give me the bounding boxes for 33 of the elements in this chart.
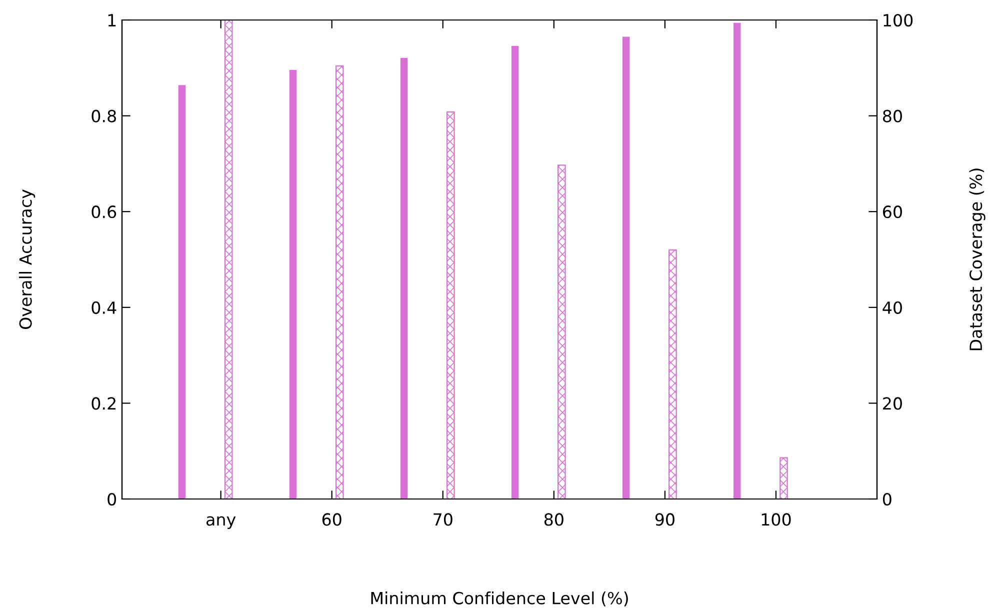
bar — [622, 36, 630, 499]
bar — [400, 58, 408, 499]
x-axis-title: Minimum Confidence Level (%) — [371, 592, 628, 606]
y2-tick-label: 80 — [882, 110, 902, 122]
x-tick-label: 100 — [762, 513, 791, 526]
bar — [289, 70, 297, 499]
y-axis-title: Overall Accuracy — [18, 190, 36, 330]
bar — [780, 457, 788, 499]
y2-tick-label: 100 — [884, 14, 913, 27]
y2-tick-label: 0 — [882, 492, 892, 506]
y2-tick-label: 20 — [883, 397, 902, 410]
x-tick-label: 80 — [544, 513, 564, 526]
bar — [511, 46, 519, 499]
bar — [668, 249, 677, 499]
y2-axis-title: Dataset Coverage (%) — [969, 168, 986, 350]
bar — [733, 22, 741, 499]
x-tick-label: 60 — [322, 513, 342, 526]
bar — [224, 20, 233, 499]
bar — [335, 65, 344, 499]
bar — [178, 85, 186, 499]
x-tick-label: any — [206, 516, 236, 530]
y-tick-label: 0.6 — [92, 206, 116, 218]
y2-tick-label: 40 — [882, 301, 902, 314]
x-tick-label: 90 — [655, 513, 674, 526]
y-tick-label: 0.2 — [92, 397, 116, 410]
y-tick-label: 0.4 — [92, 301, 116, 314]
y-tick-label: 0.8 — [92, 110, 116, 122]
bar — [558, 164, 566, 499]
bar — [446, 111, 455, 499]
y-tick-label: 0 — [108, 492, 116, 506]
y2-tick-label: 60 — [883, 206, 902, 218]
x-tick-label: 70 — [434, 513, 452, 526]
y-tick-label: 1 — [108, 14, 116, 26]
